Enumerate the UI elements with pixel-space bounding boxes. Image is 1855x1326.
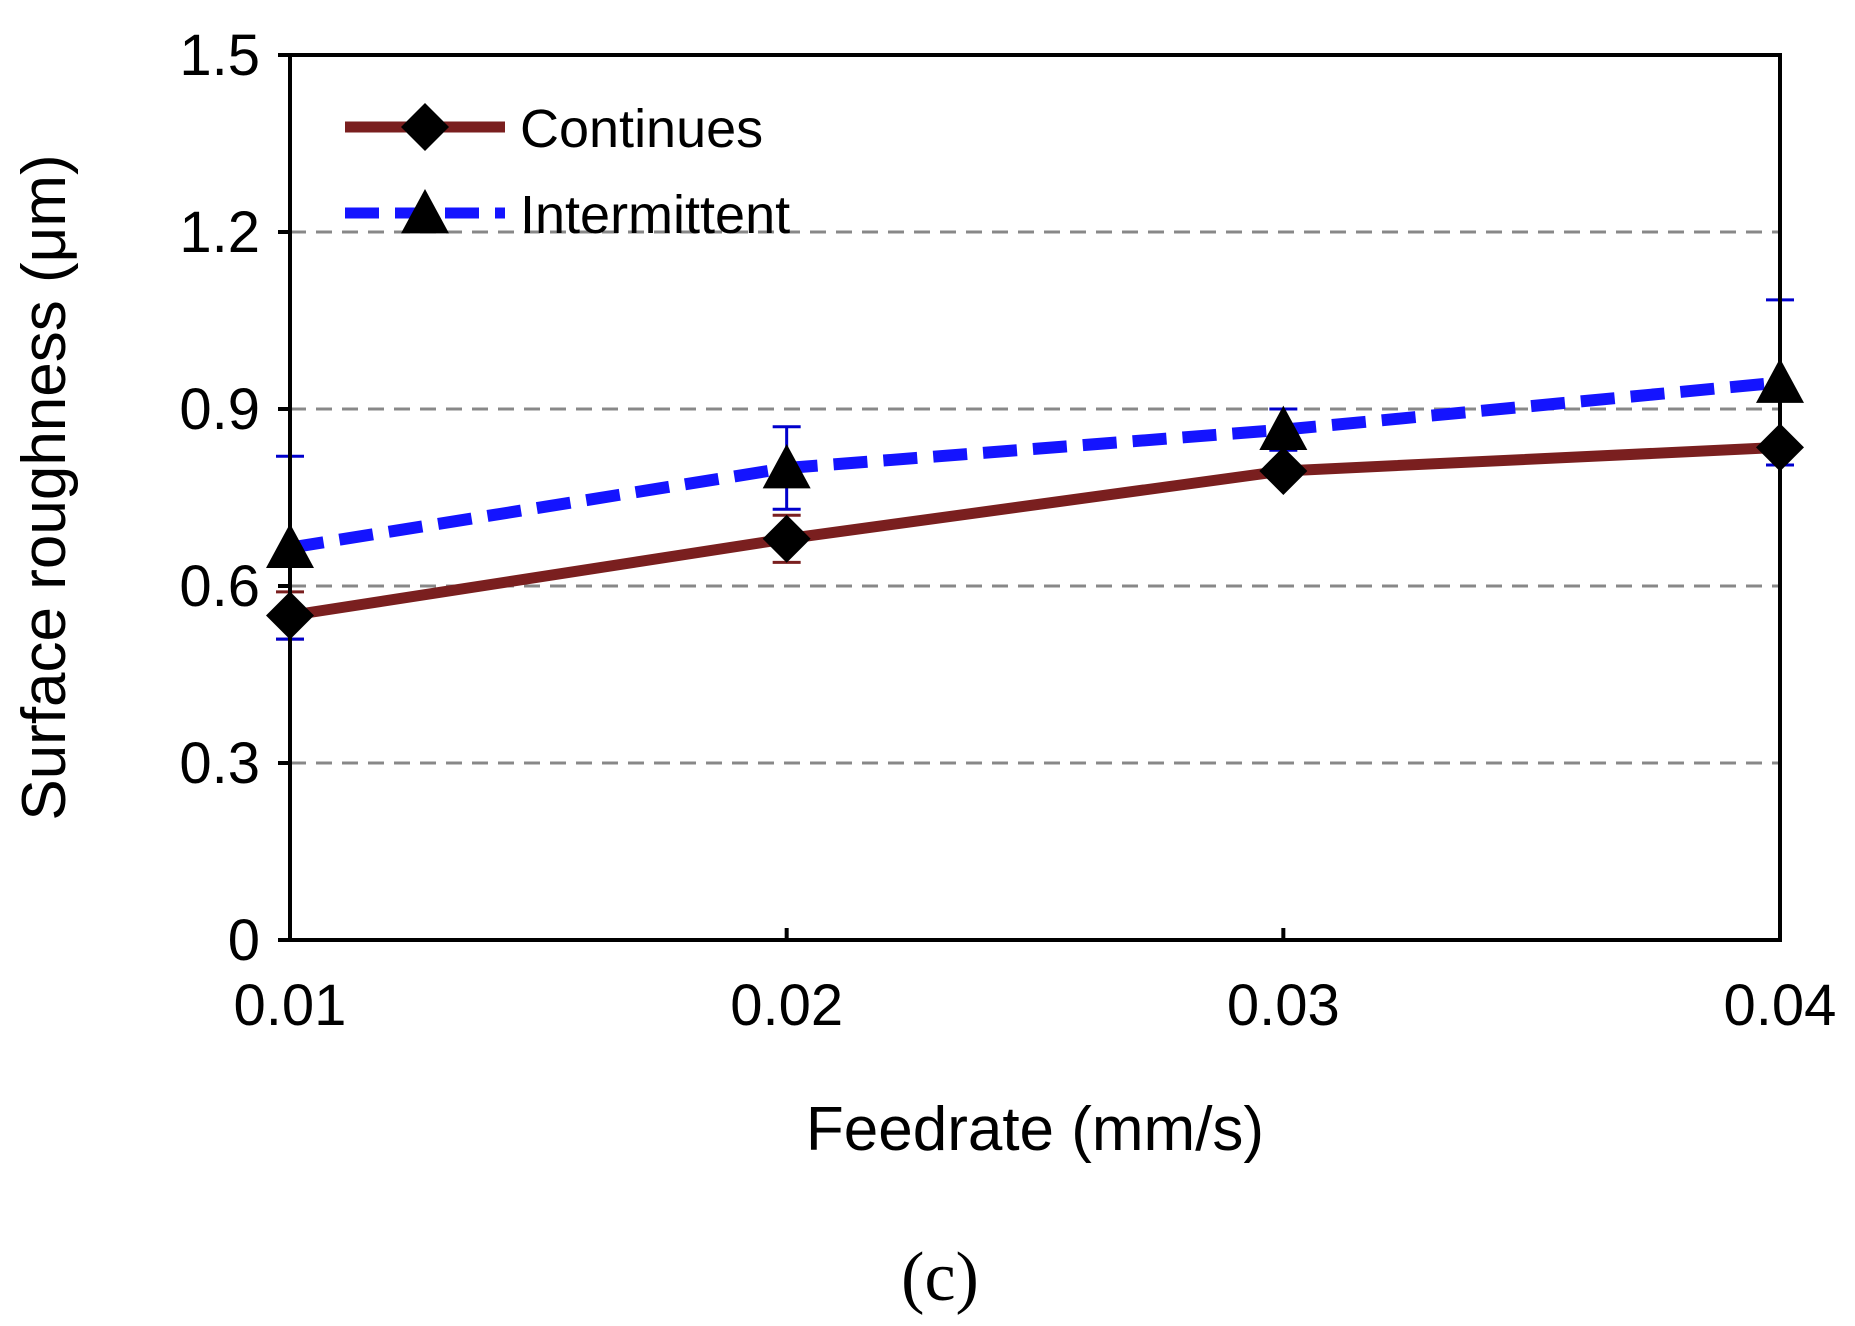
error-bars [276,298,1794,641]
data-point-intermittent [762,444,811,489]
y-tick-label: 1.5 [179,23,260,88]
x-axis-ticks: 0.01 0.02 0.03 0.04 [234,928,1837,1038]
y-tick-label: 0.6 [179,554,260,619]
series-lines [289,376,1781,621]
y-axis-title: Surface roughness (μm) [10,154,79,820]
data-point-continues [1259,446,1308,495]
y-tick-label: 0.3 [179,731,260,796]
y-axis-ticks: 0 0.3 0.6 0.9 1.2 1.5 [179,23,290,973]
figure-caption: (c) [901,1239,979,1316]
gridlines [290,230,1780,765]
x-tick-label: 0.02 [730,973,843,1038]
series-line-continues [289,441,1781,621]
plot-area-frame [288,53,1782,942]
legend-marker-shape [401,189,449,234]
series-line-intermittent [289,376,1781,554]
y-tick-label: 0 [228,908,260,973]
x-tick-label: 0.04 [1724,973,1837,1038]
data-point-intermittent [1259,405,1308,451]
legend-marker-continues [401,103,449,151]
legend-label-continues: Continues [520,99,763,159]
x-tick-label: 0.03 [1227,973,1340,1038]
data-point-continues [762,514,811,563]
legend-marker-intermittent [401,189,449,234]
series-markers [266,358,1804,640]
legend-marker-shape [401,103,449,151]
legend: Continues Intermittent [345,99,790,245]
x-axis-title: Feedrate (mm/s) [806,1095,1264,1164]
y-tick-label: 1.2 [179,200,260,265]
x-tick-label: 0.01 [234,973,347,1038]
y-tick-label: 0.9 [179,377,260,442]
legend-label-intermittent: Intermittent [520,185,790,245]
